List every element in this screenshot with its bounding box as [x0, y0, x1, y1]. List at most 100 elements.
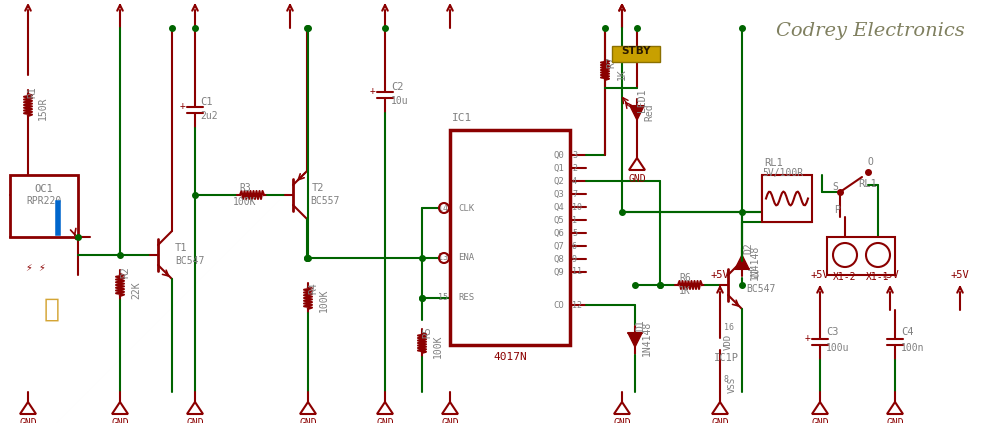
- Text: R6: R6: [678, 273, 690, 283]
- Text: RPR220: RPR220: [26, 196, 61, 206]
- Text: RES: RES: [457, 294, 473, 302]
- Text: 100K: 100K: [319, 288, 329, 312]
- Text: X1-1: X1-1: [866, 272, 889, 282]
- Text: C1: C1: [200, 97, 213, 107]
- Text: ⚡: ⚡: [38, 263, 45, 273]
- Text: GND: GND: [299, 418, 317, 423]
- Text: Q4: Q4: [553, 203, 564, 212]
- Text: Q6: Q6: [553, 228, 564, 237]
- Text: 100K: 100K: [432, 334, 442, 358]
- Text: 10u: 10u: [390, 96, 408, 106]
- Text: S: S: [831, 182, 838, 192]
- Bar: [449, 130, 570, 345]
- Text: T1: T1: [175, 243, 188, 253]
- Text: GND: GND: [186, 418, 204, 423]
- Text: 8: 8: [723, 376, 728, 385]
- Text: BC547: BC547: [175, 256, 205, 266]
- Bar: [612, 46, 659, 62]
- Text: BC547: BC547: [745, 284, 774, 294]
- Text: Q7: Q7: [553, 242, 564, 250]
- Text: Q0: Q0: [553, 151, 564, 159]
- Text: 3: 3: [572, 151, 577, 159]
- Text: STBY: STBY: [621, 46, 650, 56]
- Text: Q3: Q3: [553, 190, 564, 198]
- Text: 4: 4: [572, 176, 577, 186]
- Bar: [10, 175, 78, 237]
- Text: 1K: 1K: [617, 68, 627, 80]
- Text: GND: GND: [111, 418, 128, 423]
- Text: OC1: OC1: [34, 184, 53, 194]
- Text: Q5: Q5: [553, 215, 564, 225]
- Text: 100n: 100n: [900, 343, 924, 353]
- Text: Q1: Q1: [553, 164, 564, 173]
- Text: 1K: 1K: [678, 286, 690, 296]
- Polygon shape: [21, 210, 31, 220]
- Text: +5V: +5V: [950, 270, 969, 280]
- Text: R7: R7: [606, 56, 616, 68]
- Text: Red: Red: [643, 103, 653, 121]
- Text: GND: GND: [710, 418, 728, 423]
- Text: 15: 15: [437, 294, 447, 302]
- Text: GND: GND: [628, 174, 645, 184]
- Text: GND: GND: [19, 418, 37, 423]
- Text: X1-2: X1-2: [832, 272, 856, 282]
- Text: +5V: +5V: [809, 270, 828, 280]
- Text: IC1: IC1: [451, 113, 471, 123]
- Text: RL1: RL1: [763, 158, 782, 168]
- Text: +: +: [369, 86, 375, 96]
- Text: R3: R3: [239, 183, 251, 193]
- Text: 16: 16: [723, 324, 733, 332]
- Text: LED1: LED1: [636, 88, 646, 112]
- Text: RL1: RL1: [858, 179, 876, 189]
- Text: 14: 14: [437, 203, 447, 212]
- Text: Q9: Q9: [553, 267, 564, 277]
- Text: 7: 7: [572, 190, 577, 198]
- Text: +: +: [179, 101, 185, 111]
- Text: 22K: 22K: [130, 281, 140, 299]
- Text: T2: T2: [312, 183, 324, 193]
- Text: R2: R2: [120, 266, 129, 278]
- Text: GND: GND: [440, 418, 458, 423]
- Text: 13: 13: [437, 253, 447, 263]
- Text: +5V: +5V: [880, 270, 899, 280]
- Text: C4: C4: [900, 327, 913, 337]
- Text: 2: 2: [572, 164, 577, 173]
- Text: 1N4148: 1N4148: [641, 320, 651, 356]
- Polygon shape: [629, 106, 643, 120]
- Text: VSS: VSS: [727, 377, 736, 393]
- Text: +: +: [803, 333, 809, 343]
- Text: 2u2: 2u2: [200, 111, 218, 121]
- Polygon shape: [627, 333, 641, 347]
- Text: GND: GND: [613, 418, 630, 423]
- Text: GND: GND: [810, 418, 828, 423]
- Text: C2: C2: [390, 82, 403, 92]
- Text: R5: R5: [421, 326, 431, 338]
- Text: VDD: VDD: [723, 334, 732, 350]
- Text: 11: 11: [572, 267, 582, 277]
- Text: R4: R4: [308, 282, 318, 294]
- Text: D2: D2: [742, 242, 752, 254]
- Text: GND: GND: [376, 418, 393, 423]
- Text: 4017N: 4017N: [492, 352, 527, 362]
- Bar: [826, 237, 894, 275]
- Text: 5: 5: [572, 228, 577, 237]
- Text: 150R: 150R: [38, 96, 48, 120]
- Text: ENA: ENA: [457, 253, 473, 263]
- Text: 10: 10: [572, 203, 582, 212]
- Text: 5V/100R: 5V/100R: [761, 168, 802, 178]
- Text: 100K: 100K: [233, 197, 257, 207]
- Polygon shape: [734, 255, 748, 269]
- Text: P: P: [833, 205, 840, 215]
- Text: ⚡: ⚡: [25, 263, 32, 273]
- Text: R1: R1: [27, 86, 37, 98]
- Text: 6: 6: [572, 242, 577, 250]
- Text: T3: T3: [747, 270, 759, 280]
- Text: IC1P: IC1P: [713, 353, 738, 363]
- Text: Codrey Electronics: Codrey Electronics: [775, 22, 964, 40]
- Bar: [761, 175, 811, 222]
- Text: 1: 1: [572, 215, 577, 225]
- Text: O: O: [868, 157, 873, 167]
- Text: 100u: 100u: [825, 343, 849, 353]
- Text: Q2: Q2: [553, 176, 564, 186]
- Text: ✋: ✋: [44, 297, 60, 323]
